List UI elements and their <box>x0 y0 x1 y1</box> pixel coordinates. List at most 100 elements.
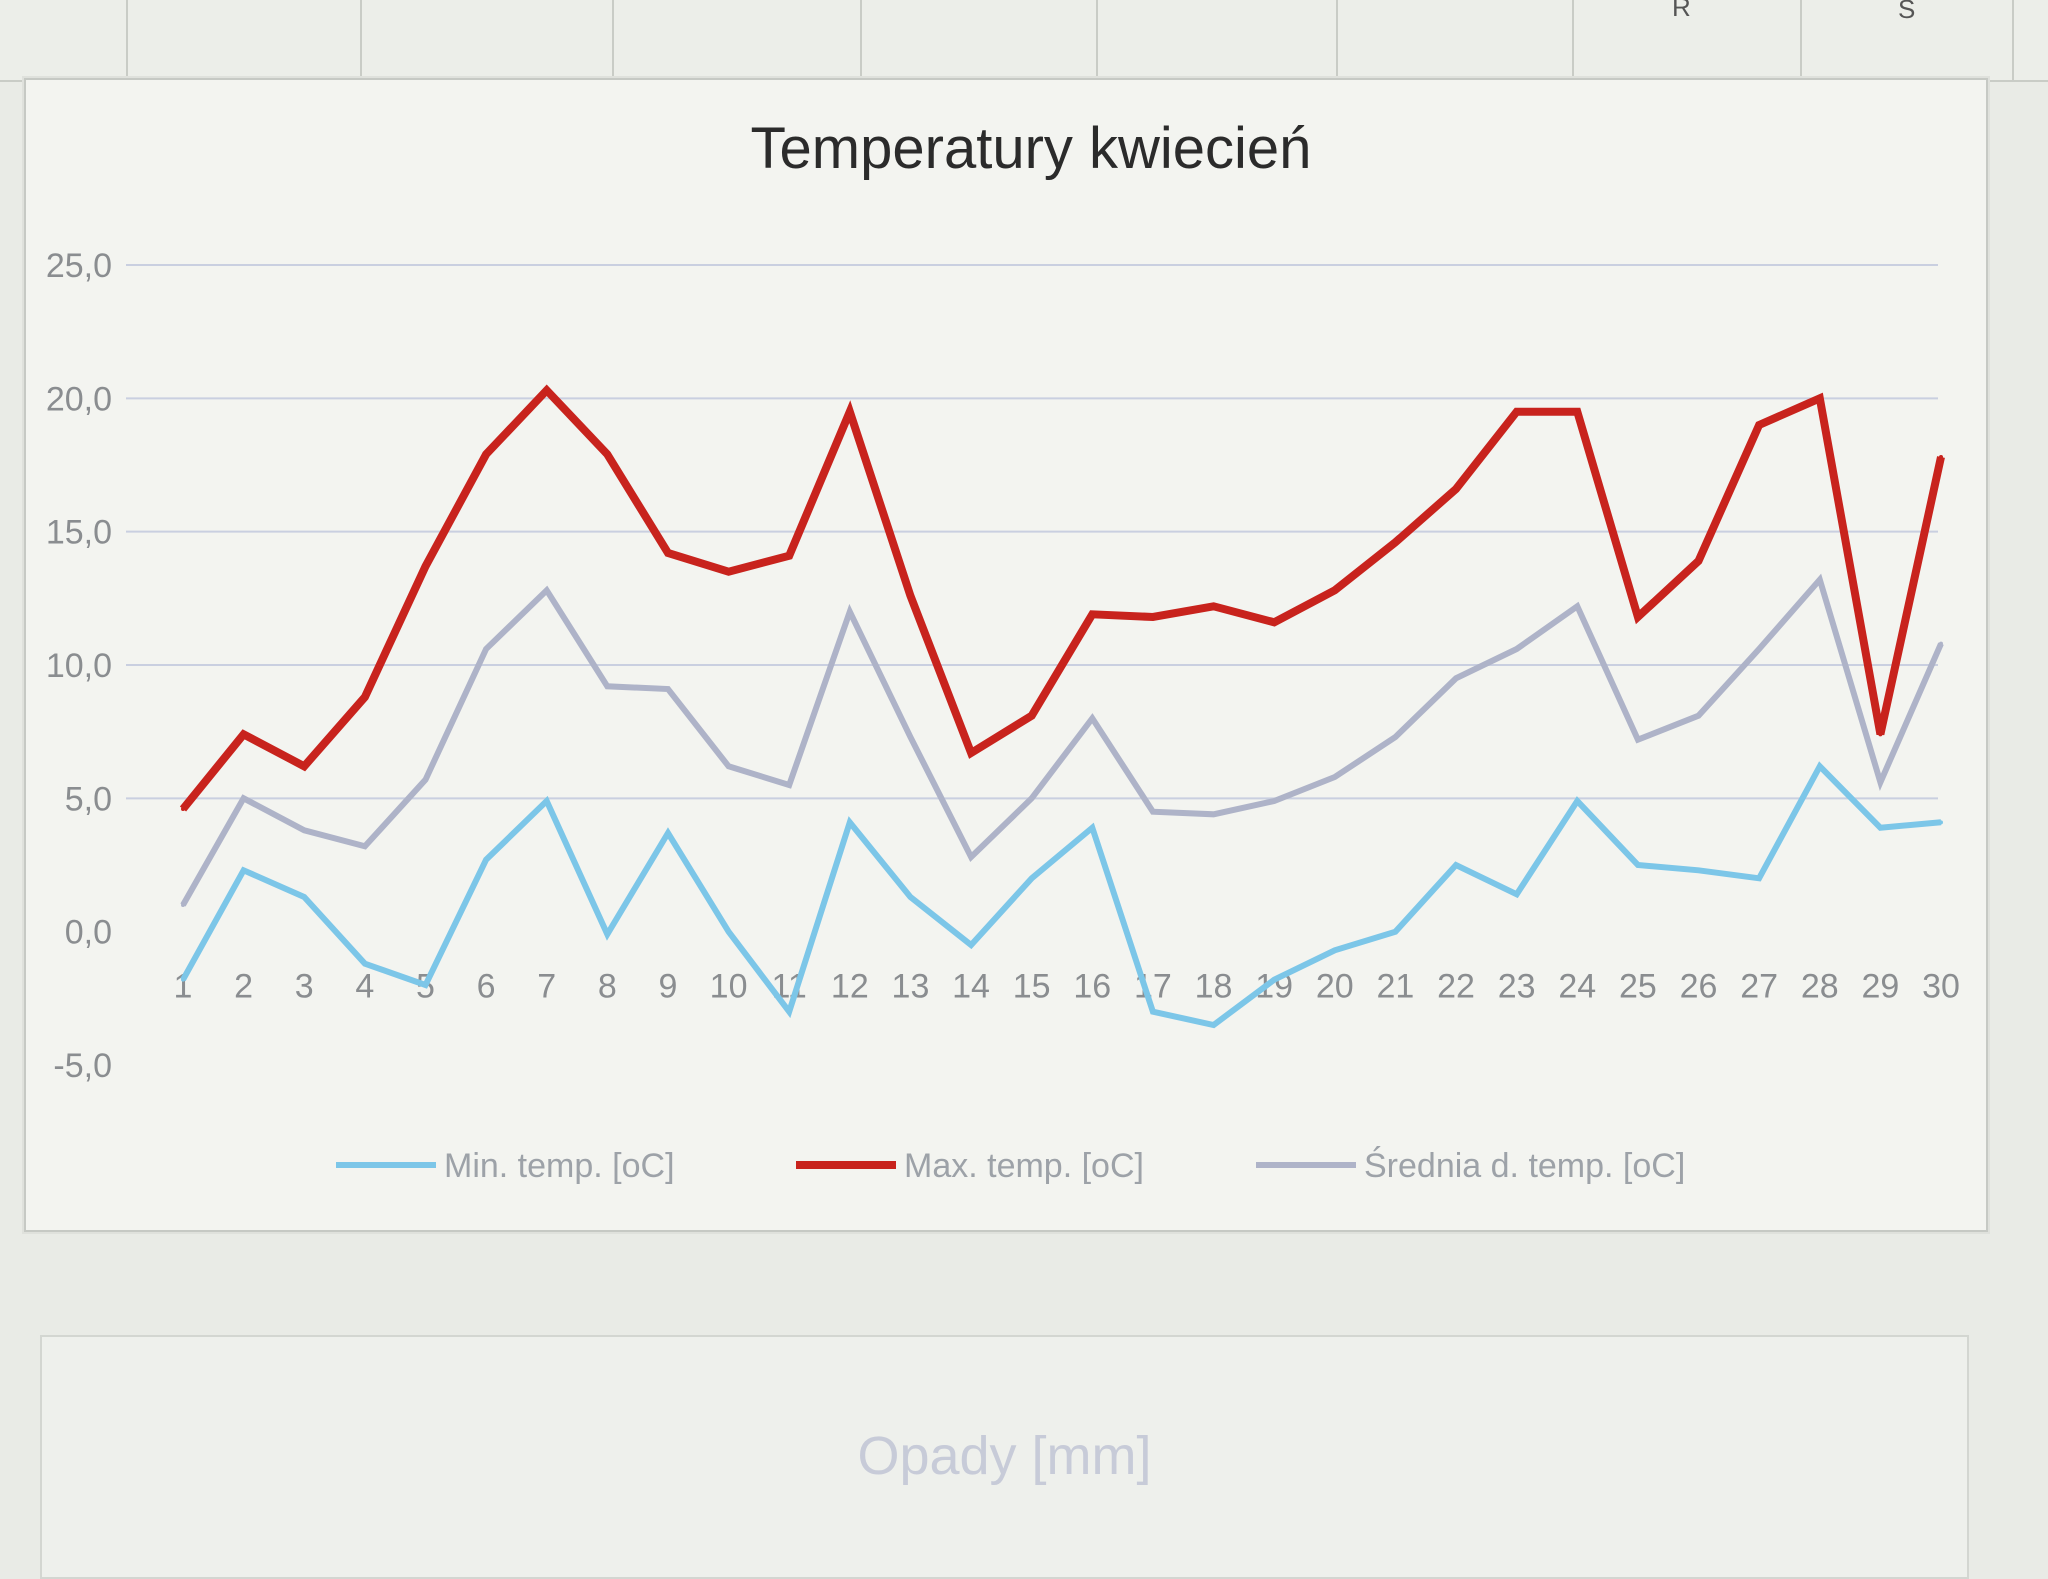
data-point <box>1817 764 1822 769</box>
data-point <box>181 903 185 907</box>
temperature-chart-panel[interactable]: Temperatury kwiecień 25,0 20,0 15,0 10,0 5,0… <box>24 78 1988 1232</box>
precipitation-chart-panel[interactable]: Opady [mm] <box>40 1335 1969 1579</box>
data-point <box>302 895 307 899</box>
column-divider <box>2012 0 2014 80</box>
data-point <box>423 983 428 987</box>
legend[interactable]: Min. temp. [oC] Max. temp. [oC] Średnia d.… <box>336 1146 1685 1185</box>
data-point <box>908 735 913 739</box>
precipitation-chart-title: Opady [mm] <box>857 1426 1152 1486</box>
data-point <box>847 409 852 414</box>
data-point <box>484 452 489 457</box>
data-point <box>1575 604 1580 609</box>
legend-label: Min. temp. [oC] <box>444 1147 675 1185</box>
x-tick-label: 8 <box>598 968 617 1006</box>
data-point <box>1939 820 1943 825</box>
data-point <box>665 551 670 555</box>
x-tick-label: 4 <box>355 968 374 1006</box>
x-tick-label: 24 <box>1558 968 1596 1006</box>
y-axis-tick-labels: 25,0 20,0 15,0 10,0 5,0 0,0 -5,0 <box>46 247 112 1085</box>
column-label-r[interactable]: R <box>1672 0 1691 22</box>
data-point <box>1696 868 1701 873</box>
data-point <box>1272 799 1277 803</box>
y-tick-label: 10,0 <box>46 647 112 685</box>
data-point <box>1332 588 1337 593</box>
data-point <box>362 844 367 849</box>
x-tick-label: 9 <box>659 968 678 1006</box>
spreadsheet-column-strip: R S <box>0 0 2048 82</box>
x-tick-label: 27 <box>1740 968 1778 1006</box>
data-point <box>605 932 610 937</box>
x-tick-label: 20 <box>1316 968 1354 1006</box>
data-point <box>726 929 731 934</box>
x-tick-label: 15 <box>1013 968 1051 1006</box>
data-point <box>362 695 367 699</box>
data-point <box>1817 396 1822 401</box>
data-point <box>969 943 974 947</box>
data-point <box>1575 409 1580 414</box>
x-tick-label: 25 <box>1619 968 1657 1006</box>
data-point <box>302 764 307 769</box>
data-point <box>241 796 246 801</box>
data-point <box>1150 615 1155 619</box>
chart-title: Temperatury kwiecień <box>751 116 1312 181</box>
x-tick-label: 2 <box>234 968 253 1006</box>
legend-item[interactable]: Max. temp. [oC] <box>796 1147 1144 1185</box>
data-point <box>1090 825 1095 830</box>
y-tick-label: 15,0 <box>46 514 112 552</box>
data-point <box>1211 1023 1216 1027</box>
data-point <box>1817 577 1822 582</box>
x-tick-label: 7 <box>537 968 556 1006</box>
data-point <box>1878 732 1883 737</box>
data-point <box>1393 540 1398 545</box>
data-point <box>1757 647 1762 651</box>
data-point <box>908 895 913 899</box>
data-point <box>544 588 549 593</box>
data-point <box>302 828 307 833</box>
data-point <box>726 764 731 769</box>
data-point <box>1939 641 1943 646</box>
data-point <box>1150 809 1155 814</box>
x-tick-label: 6 <box>477 968 496 1006</box>
data-point <box>787 1009 792 1014</box>
data-point <box>1514 409 1519 414</box>
data-point <box>484 857 489 862</box>
data-point <box>241 868 246 873</box>
data-point <box>423 777 428 782</box>
data-point <box>1029 876 1034 881</box>
data-point <box>787 783 792 787</box>
data-point <box>544 799 549 803</box>
data-point <box>1211 812 1216 817</box>
data-point <box>605 684 610 689</box>
x-tick-label: 18 <box>1195 968 1233 1006</box>
data-point <box>1454 863 1459 867</box>
data-point <box>1878 825 1883 830</box>
data-point <box>847 820 852 825</box>
temperature-line-chart[interactable]: Temperatury kwiecień 25,0 20,0 15,0 10,0 5,0… <box>26 80 1986 1230</box>
series-line <box>180 573 1944 907</box>
legend-item[interactable]: Średnia d. temp. [oC] <box>1256 1146 1685 1185</box>
data-point <box>908 593 913 598</box>
y-tick-label: 20,0 <box>46 380 112 418</box>
data-point <box>1272 620 1277 625</box>
data-point <box>1575 799 1580 803</box>
x-tick-label: 10 <box>710 968 748 1006</box>
legend-item[interactable]: Min. temp. [oC] <box>336 1147 675 1185</box>
data-point <box>423 564 428 569</box>
y-tick-label: 5,0 <box>65 780 112 818</box>
y-tick-label: 25,0 <box>46 247 112 285</box>
data-point <box>665 687 670 691</box>
column-label-s[interactable]: S <box>1898 0 1916 24</box>
data-point <box>665 831 670 835</box>
x-tick-label: 14 <box>952 968 990 1006</box>
column-divider <box>126 0 128 80</box>
legend-label: Średnia d. temp. [oC] <box>1364 1146 1685 1185</box>
data-point <box>1757 423 1762 427</box>
x-tick-label: 21 <box>1376 968 1414 1006</box>
x-tick-label: 30 <box>1922 968 1960 1006</box>
x-tick-label: 13 <box>892 968 930 1006</box>
x-tick-label: 23 <box>1498 968 1536 1006</box>
series-lines <box>179 384 1945 1029</box>
data-point <box>181 807 185 811</box>
data-point <box>1878 780 1883 785</box>
data-point <box>1939 455 1943 459</box>
